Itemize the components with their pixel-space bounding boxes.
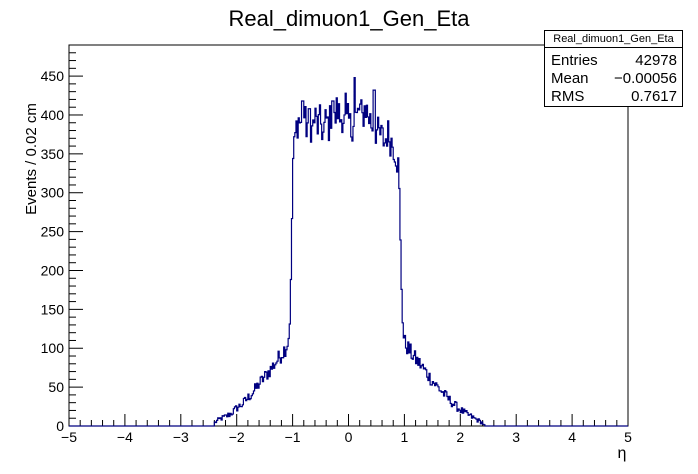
y-tick-label: 300 <box>41 185 65 201</box>
x-tick-label: −1 <box>285 429 301 445</box>
stats-title: Real_dimuon1_Gen_Eta <box>545 31 682 48</box>
x-tick-label: 5 <box>624 429 632 445</box>
chart-title: Real_dimuon1_Gen_Eta <box>229 6 471 31</box>
x-tick-label: −4 <box>117 429 133 445</box>
stats-entries-value: 42978 <box>635 52 677 69</box>
x-tick-label: 0 <box>345 429 353 445</box>
y-axis-label: Events / 0.02 cm <box>23 103 40 215</box>
axes: −5 −4 −3 −2 −1 0 1 2 3 4 5050100150200250300350400… <box>41 44 632 445</box>
histogram-marks <box>69 77 628 427</box>
y-tick-label: 250 <box>41 224 65 240</box>
stats-mean-label: Mean <box>551 70 589 87</box>
y-tick-label: 400 <box>41 107 65 123</box>
y-tick-label: 0 <box>56 418 64 434</box>
stats-box: Real_dimuon1_Gen_Eta Entries 42978 Mean … <box>544 30 683 107</box>
x-tick-label: 4 <box>568 429 576 445</box>
y-tick-label: 100 <box>41 340 65 356</box>
x-tick-label: 3 <box>512 429 520 445</box>
x-tick-label: −2 <box>229 429 245 445</box>
y-tick-label: 200 <box>41 262 65 278</box>
histogram-line <box>69 77 628 427</box>
x-tick-label: 2 <box>456 429 464 445</box>
y-tick-label: 450 <box>41 68 65 84</box>
stats-rms-row: RMS 0.7617 <box>551 87 677 107</box>
y-tick-label: 350 <box>41 146 65 162</box>
x-tick-label: 1 <box>401 429 409 445</box>
stats-mean-row: Mean −0.00056 <box>551 69 677 89</box>
x-tick-label: −3 <box>173 429 189 445</box>
stats-mean-value: −0.00056 <box>614 70 677 87</box>
x-axis-label: η <box>618 445 627 462</box>
stats-rms-value: 0.7617 <box>631 88 677 105</box>
stats-rms-label: RMS <box>551 88 585 105</box>
y-tick-label: 50 <box>48 379 64 395</box>
stats-entries-label: Entries <box>551 52 598 69</box>
stats-entries-row: Entries 42978 <box>551 51 677 71</box>
x-tick-label: −5 <box>61 429 77 445</box>
y-tick-label: 150 <box>41 301 65 317</box>
